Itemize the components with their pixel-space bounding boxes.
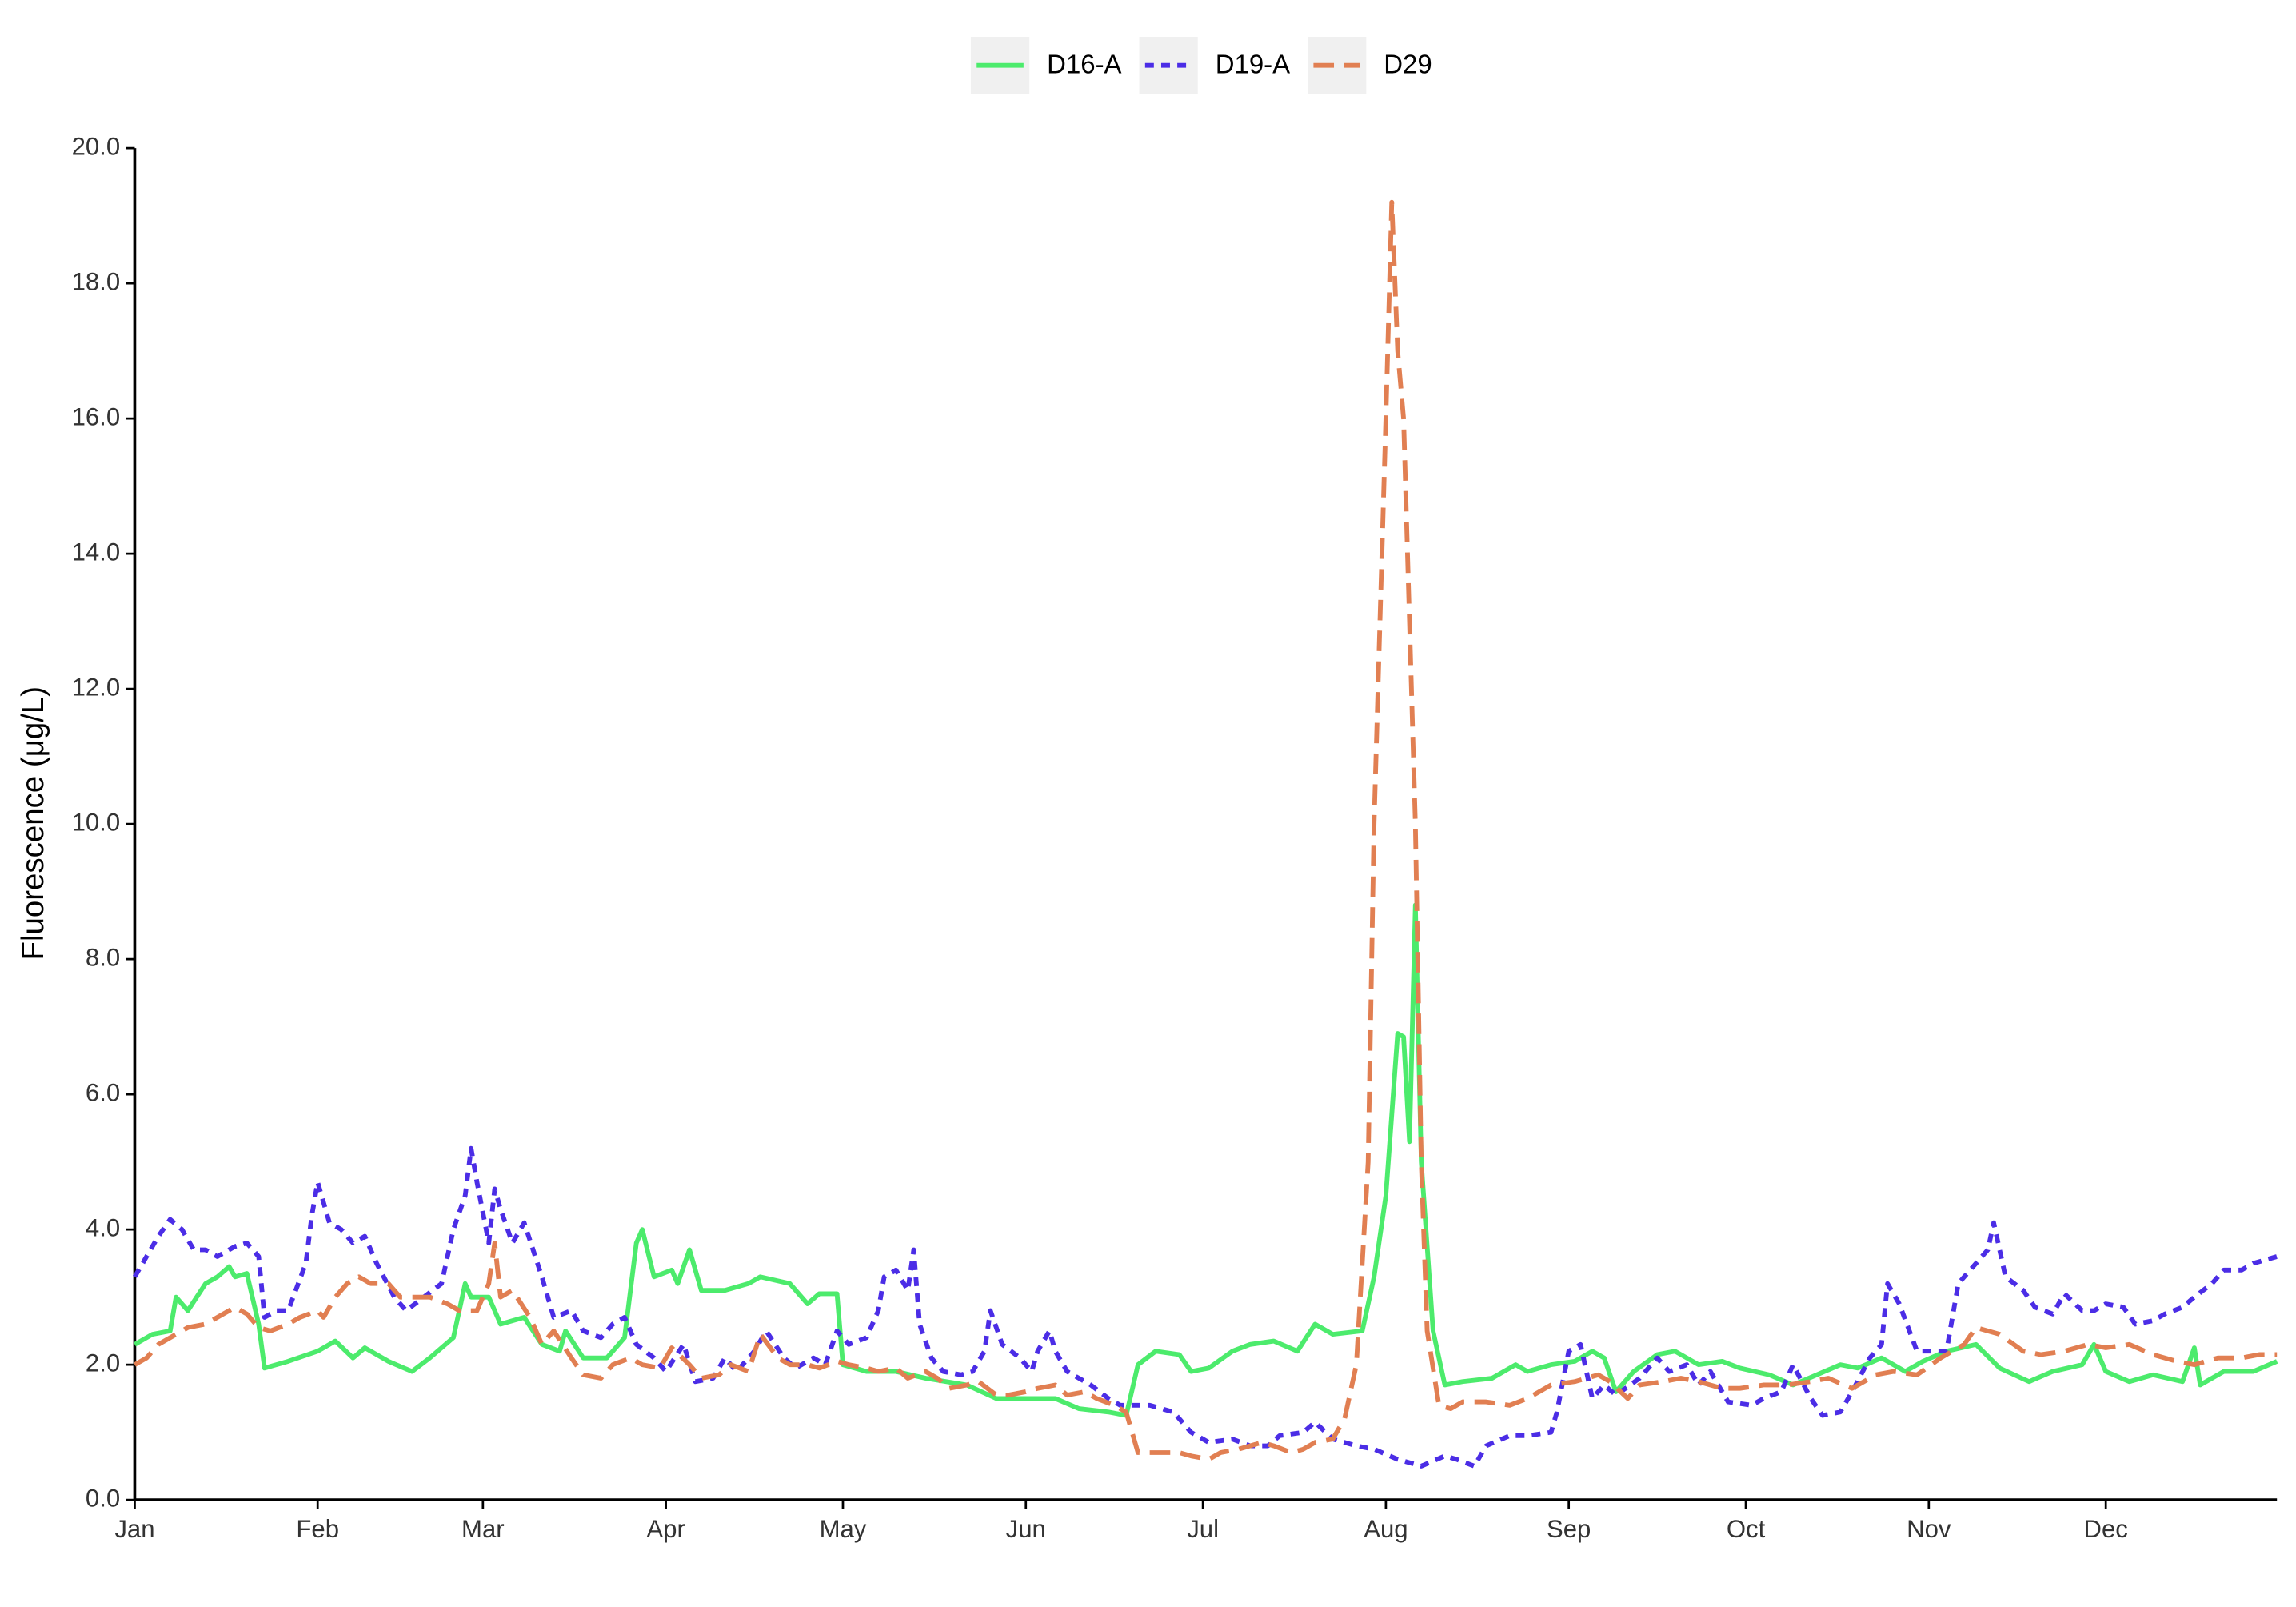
- y-tick-label: 2.0: [86, 1349, 120, 1377]
- y-tick-label: 16.0: [72, 402, 121, 430]
- x-tick-label: Mar: [461, 1515, 505, 1543]
- y-tick-label: 20.0: [72, 132, 121, 160]
- x-tick-label: Nov: [1907, 1515, 1951, 1543]
- x-tick-label: Dec: [2084, 1515, 2128, 1543]
- series-line: [133, 199, 2278, 1462]
- y-tick-label: 8.0: [86, 943, 120, 971]
- legend-label: D16-A: [1047, 49, 1121, 78]
- legend-label: D19-A: [1216, 49, 1290, 78]
- y-axis-title: Fluorescence (μg/L): [16, 686, 50, 961]
- x-tick-label: Feb: [296, 1515, 339, 1543]
- legend-label: D29: [1384, 49, 1432, 78]
- y-tick-label: 12.0: [72, 673, 121, 701]
- y-tick-label: 18.0: [72, 267, 121, 295]
- x-tick-label: Jan: [114, 1515, 154, 1543]
- y-tick-label: 4.0: [86, 1213, 120, 1241]
- x-tick-label: May: [820, 1515, 867, 1543]
- x-tick-label: Apr: [646, 1515, 685, 1543]
- x-tick-label: Jun: [1006, 1515, 1046, 1543]
- y-tick-label: 6.0: [86, 1078, 120, 1106]
- x-tick-label: Oct: [1727, 1515, 1766, 1543]
- series-line: [132, 1145, 2278, 1469]
- y-tick-label: 0.0: [86, 1484, 120, 1512]
- x-tick-label: Aug: [1364, 1515, 1408, 1543]
- y-tick-label: 14.0: [72, 538, 121, 566]
- y-tick-label: 10.0: [72, 808, 121, 836]
- series-line: [133, 902, 2278, 1418]
- x-tick-label: Jul: [1187, 1515, 1219, 1543]
- x-tick-label: Sep: [1547, 1515, 1591, 1543]
